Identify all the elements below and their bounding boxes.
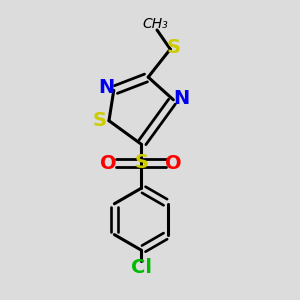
Text: CH₃: CH₃ bbox=[143, 17, 168, 31]
Text: N: N bbox=[98, 79, 114, 98]
Text: S: S bbox=[92, 111, 106, 130]
Text: O: O bbox=[165, 154, 182, 173]
Text: Cl: Cl bbox=[131, 258, 152, 277]
Text: O: O bbox=[100, 154, 117, 173]
Text: S: S bbox=[134, 154, 148, 172]
Text: S: S bbox=[166, 38, 180, 57]
Text: N: N bbox=[173, 89, 189, 108]
